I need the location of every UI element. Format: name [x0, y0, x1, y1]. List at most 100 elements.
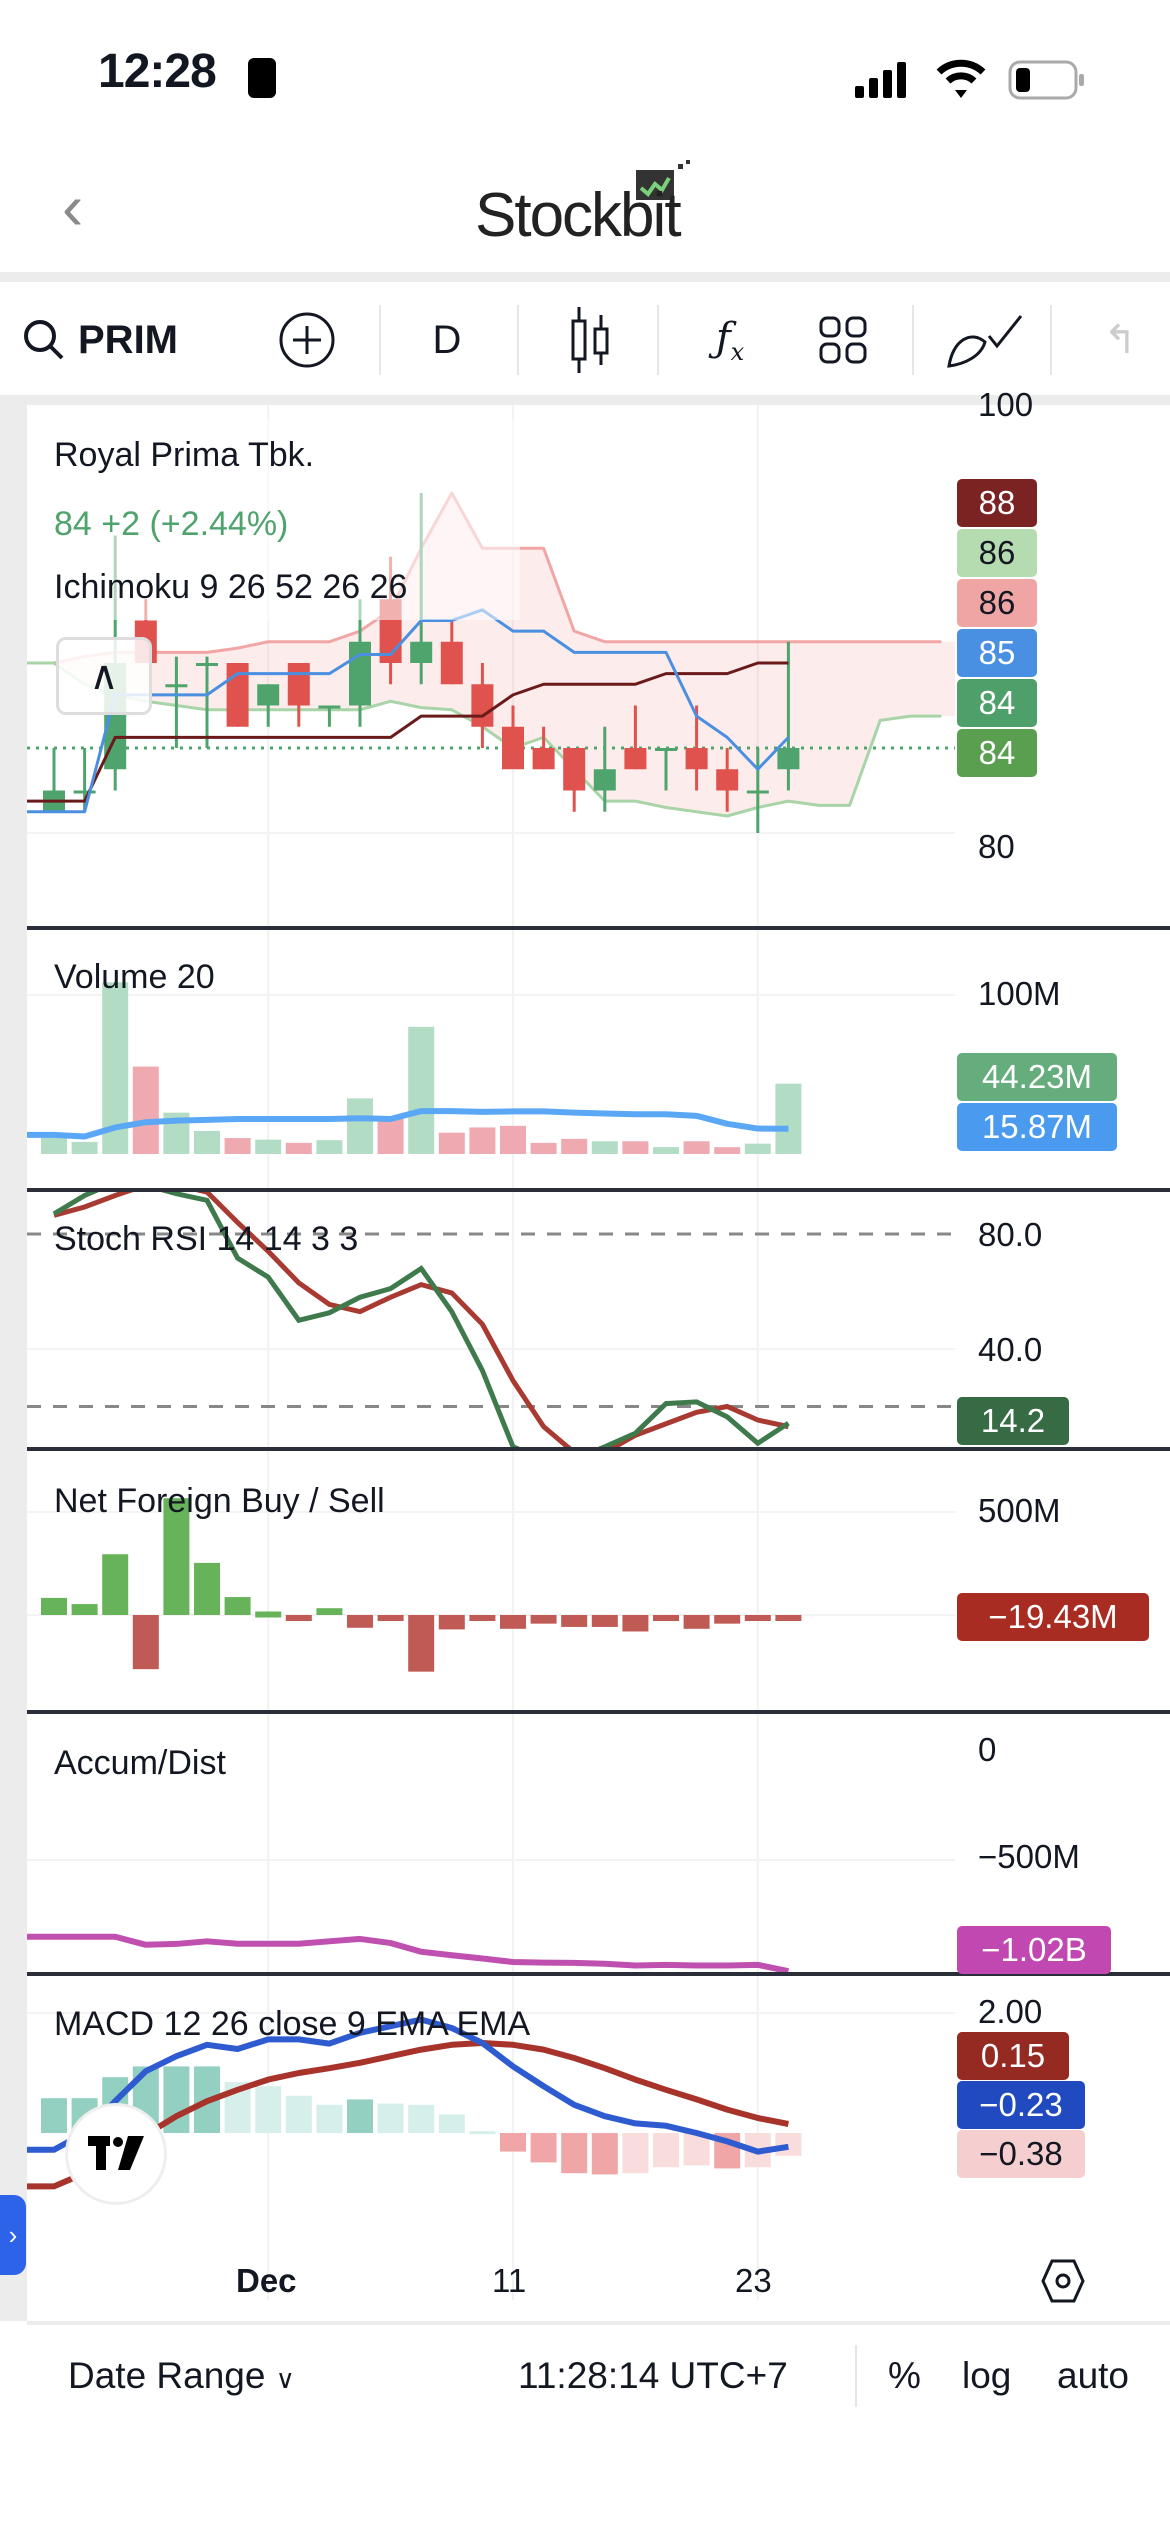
grid-icon: [819, 316, 867, 364]
focus-mode-icon: [248, 58, 276, 98]
volume-bar: [775, 1083, 802, 1154]
candle-body: [287, 663, 310, 706]
volume-axis-label: 100M: [978, 975, 1061, 1012]
net-foreign-bar: [316, 1608, 343, 1615]
price-tag-kijun: 88: [957, 479, 1037, 527]
stoch-axis-label: 80.0: [978, 1216, 1043, 1253]
macd-histogram-bar: [285, 2095, 312, 2133]
macd-line-tag: −0.23: [957, 2081, 1085, 2129]
candle-body: [349, 641, 371, 706]
volume-bar: [469, 1127, 496, 1154]
chart-type-button[interactable]: [560, 300, 620, 380]
stoch-d-line: [53, 1192, 789, 1447]
kijun-sen-line: [27, 661, 789, 803]
indicators-button[interactable]: ƒx: [700, 300, 760, 380]
auto-scale-button[interactable]: auto: [1057, 2355, 1130, 2396]
adl-axis-label: 0: [978, 1731, 997, 1768]
indicator-label-macd[interactable]: MACD 12 26 close 9 EMA EMA: [54, 2005, 531, 2043]
indicator-label-net-foreign[interactable]: Net Foreign Buy / Sell: [54, 1482, 385, 1520]
candle-body: [73, 790, 96, 794]
indicator-label-stoch-rsi[interactable]: Stoch RSI 14 14 3 3: [54, 1220, 359, 1258]
candle-body: [318, 705, 341, 709]
adl-axis-label: −500M: [978, 1838, 1080, 1875]
net-foreign-bar: [775, 1615, 802, 1621]
indicator-label-ichimoku[interactable]: Ichimoku 9 26 52 26 26: [54, 568, 408, 606]
volume-bar: [41, 1133, 67, 1154]
back-button[interactable]: ‹: [62, 170, 83, 244]
wifi-icon: [936, 59, 986, 98]
volume-bar: [561, 1138, 588, 1154]
pane-separator[interactable]: [27, 1972, 1170, 1976]
pane-separator[interactable]: [27, 1447, 1170, 1451]
symbol-search-button[interactable]: PRIM: [22, 300, 222, 380]
pane-separator[interactable]: [27, 926, 1170, 930]
stoch-tag: 14.2: [957, 1397, 1069, 1445]
nfbs-tag: −19.43M: [957, 1593, 1149, 1641]
net-foreign-bar: [224, 1597, 251, 1615]
time-axis-label: 11: [492, 2262, 527, 2299]
log-scale-button[interactable]: log: [962, 2355, 1012, 2396]
volume-bar: [71, 1141, 98, 1154]
net-foreign-bar: [622, 1615, 649, 1632]
candle-body: [777, 748, 800, 770]
divider: [1050, 305, 1052, 375]
add-compare-button[interactable]: [275, 300, 339, 380]
undo-button[interactable]: ↰: [1090, 300, 1150, 380]
candle-body: [563, 748, 586, 791]
volume-bar: [194, 1130, 220, 1154]
search-icon: [24, 320, 64, 360]
candle-body: [746, 790, 769, 794]
clock-label: 11:28:14 UTC+7: [518, 2355, 788, 2396]
nfbs-axis-label: 500M: [978, 1492, 1061, 1529]
drawing-tools-button[interactable]: [945, 300, 1025, 380]
chevron-left-icon: ‹: [62, 171, 84, 243]
net-foreign-bar: [408, 1615, 435, 1672]
chevron-right-icon: ›: [8, 2219, 18, 2250]
net-foreign-bar: [132, 1615, 159, 1670]
pane-separator[interactable]: [27, 1710, 1170, 1714]
candle-body: [502, 726, 524, 770]
candle-body: [532, 748, 555, 770]
volume-bar: [285, 1142, 312, 1154]
divider: [657, 305, 659, 375]
symbol-title: Royal Prima Tbk.: [54, 436, 315, 474]
macd-histogram-bar: [377, 2103, 404, 2133]
indicator-label-accum-dist[interactable]: Accum/Dist: [54, 1744, 226, 1782]
chart-settings-button[interactable]: [1040, 2258, 1086, 2304]
tradingview-logo[interactable]: [65, 2103, 167, 2205]
pane-separator[interactable]: [27, 1188, 1170, 1192]
layout-button[interactable]: [813, 300, 873, 380]
side-panel-toggle[interactable]: ›: [0, 2195, 26, 2275]
macd-histogram-bar: [622, 2133, 649, 2174]
macd-histogram-bar: [316, 2104, 343, 2133]
stoch-k-line: [52, 1192, 790, 1447]
signal-icon: [855, 62, 906, 98]
macd-histogram-bar: [41, 2098, 67, 2133]
indicator-label-volume[interactable]: Volume 20: [54, 958, 215, 996]
volume-bar: [438, 1132, 465, 1154]
candle-body: [624, 748, 647, 770]
net-foreign-bar: [71, 1604, 98, 1615]
candle-body: [165, 684, 188, 688]
net-foreign-bar: [530, 1615, 557, 1624]
status-time: 12:28: [98, 45, 217, 98]
net-foreign-bar: [438, 1615, 465, 1630]
volume-bar: [347, 1098, 373, 1154]
divider: [855, 2345, 857, 2407]
collapse-legend-button[interactable]: ∧: [56, 637, 152, 715]
volume-bar: [591, 1141, 618, 1154]
net-foreign-bar: [255, 1611, 282, 1618]
macd-histogram-bar: [255, 2086, 282, 2133]
date-range-button[interactable]: Date Range ∨: [68, 2355, 295, 2397]
candle-body: [685, 748, 708, 770]
interval-button[interactable]: D: [432, 317, 462, 362]
fx-icon: ƒx: [715, 314, 745, 366]
plus-circle-icon: [279, 312, 335, 368]
net-foreign-bar: [194, 1562, 220, 1615]
time-axis-label: 23: [735, 2262, 772, 2299]
percent-scale-button[interactable]: %: [888, 2355, 921, 2396]
legend-background: [40, 420, 520, 620]
bottom-bar: [27, 2321, 1170, 2435]
candle-body: [471, 684, 494, 727]
